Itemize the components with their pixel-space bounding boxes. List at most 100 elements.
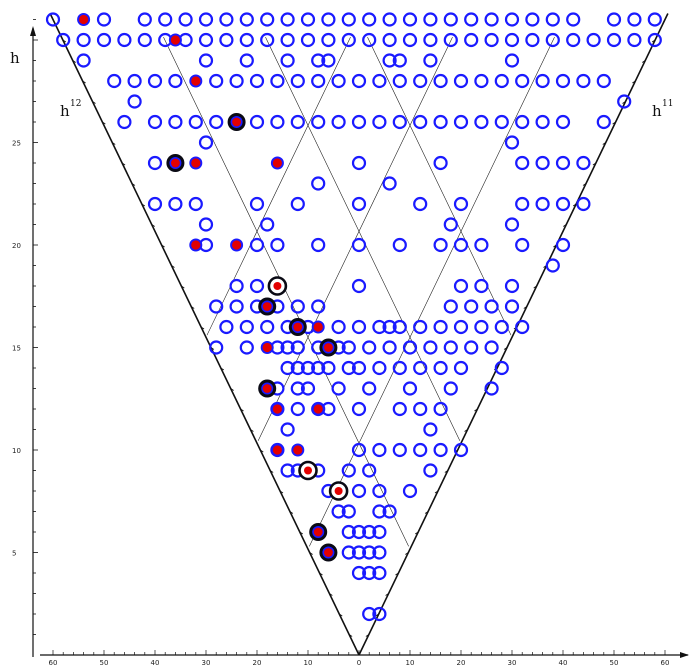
weight-point-red — [170, 35, 180, 45]
weight-point-open — [137, 12, 152, 27]
left-edge-tick — [171, 265, 175, 268]
weight-point-open — [382, 32, 397, 48]
weight-point-open — [280, 32, 295, 48]
weight-point-open — [433, 155, 448, 171]
weight-point-open — [413, 442, 428, 458]
weight-point-open — [331, 504, 346, 519]
weight-point-open — [290, 196, 305, 212]
weight-point-open — [168, 73, 183, 89]
left-edge-line — [49, 13, 360, 656]
weight-point-open — [515, 73, 530, 89]
weight-point-open — [453, 319, 469, 335]
weight-point-open — [392, 360, 407, 376]
weight-point-open — [474, 278, 489, 294]
left-edge-title: h — [60, 102, 70, 120]
weight-point-open — [443, 32, 458, 48]
weight-point-open — [351, 155, 367, 171]
weight-point-open — [576, 155, 591, 171]
weight-point-open — [249, 196, 265, 212]
weight-point-open — [351, 196, 367, 212]
weight-point-open — [188, 196, 203, 212]
weight-point-open — [260, 32, 275, 48]
weight-point-red — [313, 527, 323, 537]
left-edge-tick — [92, 101, 96, 104]
weight-point-open — [362, 606, 377, 622]
weight-point-open — [647, 12, 662, 27]
right-edge-tick — [563, 224, 567, 227]
weight-point-open — [311, 53, 326, 68]
weight-point-open — [504, 12, 520, 27]
weight-point-open — [239, 340, 254, 355]
weight-point-open — [96, 12, 112, 27]
weight-point-open — [627, 12, 642, 27]
weight-point-open — [321, 360, 336, 376]
axes: 5 10 15 20 25 60 50 40 30 20 10 0 10 20 30 40 50 60 — [12, 13, 689, 667]
right-edge-tick — [405, 552, 409, 555]
x-tick-label: 40 — [559, 659, 568, 667]
weight-point-open — [433, 442, 448, 458]
left-edge-tick — [82, 80, 86, 84]
weight-point-open — [188, 114, 203, 130]
left-edge-tick — [220, 367, 225, 371]
weight-point-red — [232, 240, 242, 250]
weight-point-open — [504, 278, 520, 294]
weight-point-open — [229, 278, 244, 294]
weight-point-open — [392, 401, 407, 417]
weight-point-open — [596, 114, 611, 130]
weight-point-open — [198, 53, 214, 68]
weight-point-open — [300, 381, 316, 396]
weight-point-open — [229, 299, 244, 314]
weight-point-open — [209, 299, 224, 314]
weight-point-open — [372, 524, 387, 540]
weight-point-open — [413, 401, 428, 417]
left-edge-tick — [260, 449, 264, 453]
weight-point-open — [545, 32, 560, 48]
x-tick-label: 30 — [202, 659, 211, 667]
weight-point-open — [260, 319, 275, 335]
y-tick-label: 15 — [12, 345, 21, 353]
weight-point-open — [392, 73, 407, 89]
weight-point-open — [351, 442, 367, 458]
weight-point-open — [117, 32, 132, 48]
weight-point-open — [290, 381, 305, 396]
left-edge-tick — [181, 285, 185, 289]
weight-point-open — [453, 196, 469, 212]
y-tick-label: 25 — [12, 140, 21, 148]
weight-point-open — [402, 12, 418, 27]
weight-point-open — [372, 545, 387, 560]
x-tick-label: 20 — [457, 659, 466, 667]
weight-point-open — [239, 12, 254, 27]
weight-point-red — [304, 466, 312, 475]
left-edge-tick — [348, 634, 353, 637]
weight-point-open — [341, 524, 356, 540]
weight-point-open — [239, 32, 254, 48]
weight-point-open — [484, 299, 499, 314]
right-edge-tick — [612, 121, 616, 125]
right-edge-tick — [592, 162, 597, 166]
weight-point-open — [321, 12, 336, 27]
weight-point-open — [219, 319, 234, 335]
weight-point-open — [311, 114, 326, 130]
right-edge-tick — [395, 572, 399, 576]
weight-point-open — [372, 360, 387, 376]
weight-point-open — [260, 12, 275, 27]
grid-diagonal — [309, 36, 555, 547]
weight-point-open — [229, 73, 244, 89]
y-tick-label: 10 — [12, 447, 21, 455]
weight-point-open — [341, 360, 356, 376]
weight-point-open — [535, 155, 550, 171]
weight-point-open — [372, 73, 387, 89]
left-edge-tick — [161, 244, 165, 248]
x-tick-label: 60 — [661, 659, 670, 667]
weight-point-open — [392, 53, 407, 68]
x-axis-arrow — [680, 652, 689, 658]
weight-point-open — [443, 299, 458, 314]
weight-point-open — [382, 319, 397, 335]
x-tick-label: 60 — [49, 659, 58, 667]
weight-point-red — [293, 445, 303, 455]
weight-point-open — [566, 32, 581, 48]
left-edge-tick — [289, 511, 294, 514]
weight-point-open — [76, 32, 91, 48]
weight-point-open — [351, 545, 367, 560]
